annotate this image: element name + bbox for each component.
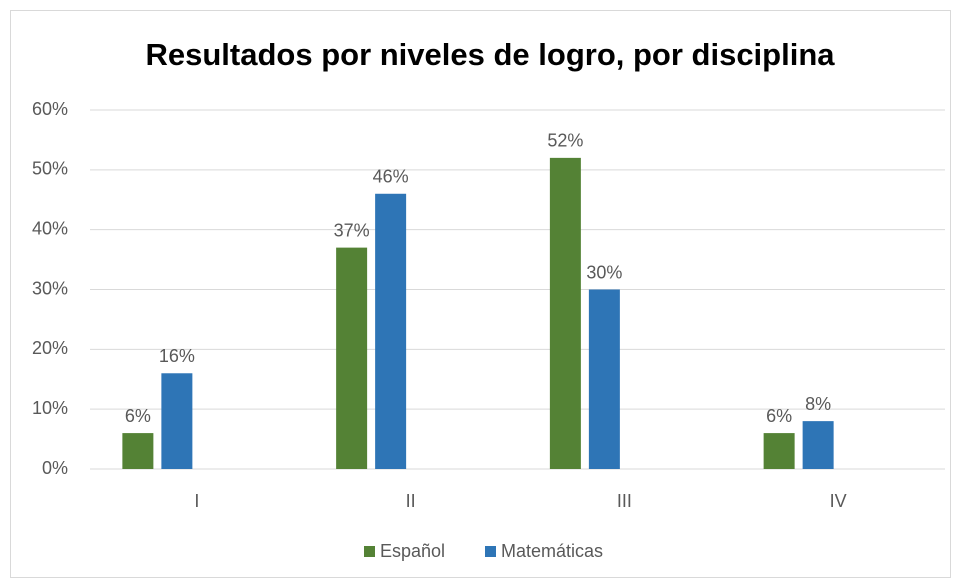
- data-label: 8%: [805, 394, 831, 414]
- data-label: 6%: [766, 406, 792, 426]
- x-tick-label: II: [406, 491, 416, 511]
- y-tick-label: 40%: [32, 218, 68, 238]
- legend-swatch: [485, 546, 496, 557]
- data-label: 37%: [334, 220, 370, 240]
- chart-title: Resultados por niveles de logro, por dis…: [145, 37, 835, 72]
- chart-border: [10, 10, 951, 578]
- y-tick-label: 0%: [42, 458, 68, 478]
- data-label: 46%: [373, 167, 409, 187]
- bar: [549, 157, 581, 469]
- x-tick-label: III: [617, 491, 632, 511]
- y-tick-label: 50%: [32, 159, 68, 179]
- bar: [336, 247, 368, 469]
- data-label: 52%: [547, 131, 583, 151]
- y-tick-label: 30%: [32, 278, 68, 298]
- y-tick-label: 60%: [32, 99, 68, 119]
- x-tick-label: I: [194, 491, 199, 511]
- bar: [161, 373, 193, 469]
- data-label: 30%: [586, 262, 622, 282]
- bar: [763, 433, 795, 469]
- legend-label: Español: [380, 541, 445, 561]
- bar: [588, 289, 620, 469]
- bar: [375, 193, 407, 469]
- data-label: 6%: [125, 406, 151, 426]
- legend-swatch: [364, 546, 375, 557]
- y-tick-label: 10%: [32, 398, 68, 418]
- y-tick-label: 20%: [32, 338, 68, 358]
- legend-label: Matemáticas: [501, 541, 603, 561]
- x-tick-label: IV: [830, 491, 847, 511]
- data-label: 16%: [159, 346, 195, 366]
- bar: [802, 421, 834, 469]
- bar: [122, 433, 154, 469]
